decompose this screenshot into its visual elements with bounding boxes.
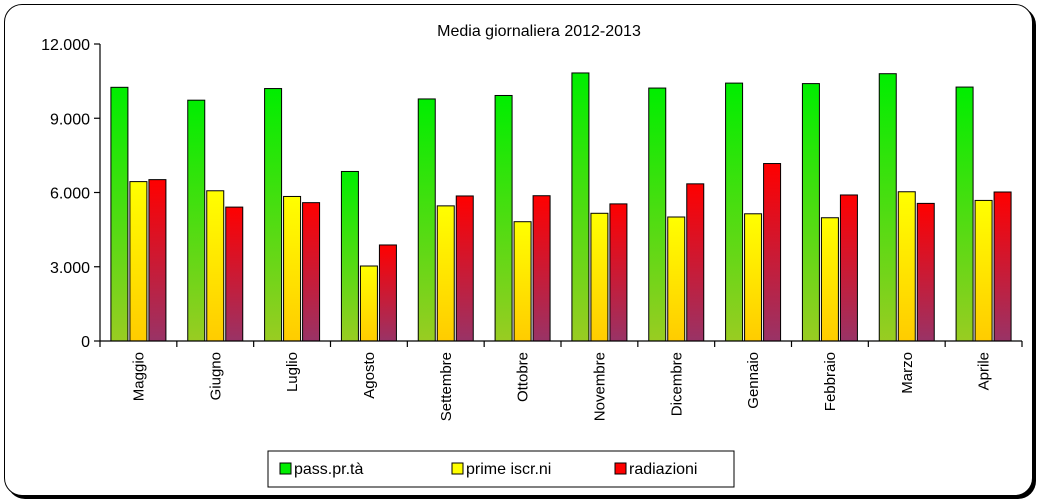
- bar-pass-agosto: [340, 170, 359, 342]
- chart-title: Media giornaliera 2012-2013: [437, 23, 641, 40]
- bar-pass-febbraio: [801, 83, 820, 342]
- x-tick-label-novembre: Novembre: [591, 352, 608, 421]
- bar-prime-iscr-luglio: [283, 195, 302, 342]
- x-tick-label-dicembre: Dicembre: [668, 352, 685, 416]
- x-tick-label-settembre: Settembre: [438, 352, 455, 421]
- bar-radiazioni-novembre: [609, 203, 628, 342]
- bar-pass-ottobre: [494, 94, 513, 342]
- legend-swatch-2: [614, 462, 627, 475]
- x-tick-label-luglio: Luglio: [284, 352, 301, 392]
- bar-prime-iscr-marzo: [897, 191, 916, 342]
- bar-prime-iscr-novembre: [590, 212, 609, 342]
- bar-pass-luglio: [264, 88, 283, 342]
- y-tick-label: 3.000: [50, 260, 90, 277]
- bar-pass-marzo: [878, 73, 897, 342]
- bar-pass-dicembre: [648, 87, 667, 342]
- axes-group: 0 3.000 6.000 9.000 12.000 Maggio Giugno Luglio…: [41, 37, 1023, 421]
- bar-prime-iscr-ottobre: [513, 221, 532, 342]
- bar-prime-iscr-agosto: [359, 265, 378, 342]
- x-tick-label-agosto: Agosto: [361, 352, 378, 399]
- bar-radiazioni-ottobre: [532, 195, 551, 342]
- bars-group: [110, 72, 1012, 342]
- bar-prime-iscr-aprile: [974, 199, 993, 342]
- bar-pass-settembre: [417, 98, 436, 342]
- bar-pass-maggio: [110, 86, 129, 342]
- x-tick-label-marzo: Marzo: [899, 352, 916, 394]
- bar-prime-iscr-dicembre: [667, 216, 686, 342]
- bar-pass-giugno: [187, 99, 206, 342]
- bar-prime-iscr-giugno: [206, 190, 225, 342]
- bar-radiazioni-gennaio: [763, 163, 782, 342]
- legend: pass.pr.tà prime iscr.ni radiazioni: [267, 450, 735, 488]
- bar-radiazioni-luglio: [302, 202, 321, 342]
- bar-prime-iscr-febbraio: [820, 217, 839, 342]
- legend-swatch-1: [451, 462, 464, 475]
- bar-prime-iscr-maggio: [129, 181, 148, 342]
- bar-pass-aprile: [955, 86, 974, 342]
- bar-radiazioni-settembre: [455, 195, 474, 342]
- legend-box: [267, 450, 735, 488]
- bar-prime-iscr-settembre: [436, 205, 455, 342]
- bar-radiazioni-dicembre: [686, 183, 705, 342]
- bar-pass-novembre: [571, 72, 590, 342]
- legend-label-1: prime iscr.ni: [466, 461, 551, 478]
- x-tick-label-giugno: Giugno: [207, 352, 224, 400]
- legend-label-0: pass.pr.tà: [294, 461, 363, 478]
- x-tick-label-maggio: Maggio: [130, 352, 147, 401]
- legend-swatch-0: [279, 462, 292, 475]
- x-tick-label-ottobre: Ottobre: [515, 352, 532, 402]
- bar-radiazioni-febbraio: [839, 194, 858, 342]
- y-tick-label: 0: [81, 334, 90, 351]
- bar-radiazioni-agosto: [378, 244, 397, 342]
- x-tick-label-gennaio: Gennaio: [745, 352, 762, 409]
- y-tick-label: 6.000: [50, 186, 90, 203]
- bar-radiazioni-marzo: [916, 202, 935, 342]
- bar-pass-gennaio: [725, 82, 744, 342]
- legend-label-2: radiazioni: [629, 461, 697, 478]
- bar-radiazioni-giugno: [225, 206, 244, 342]
- bar-radiazioni-maggio: [148, 179, 167, 342]
- x-tick-label-febbraio: Febbraio: [822, 352, 839, 411]
- x-tick-label-aprile: Aprile: [976, 352, 993, 390]
- y-tick-label: 9.000: [50, 111, 90, 128]
- bar-radiazioni-aprile: [993, 191, 1012, 342]
- bar-prime-iscr-gennaio: [744, 213, 763, 342]
- y-tick-label: 12.000: [41, 37, 90, 54]
